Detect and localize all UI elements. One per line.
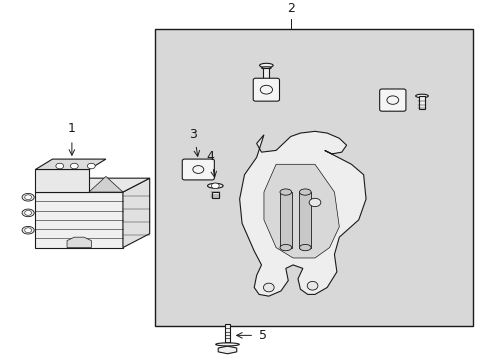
Bar	[263, 68, 269, 79]
Circle shape	[192, 166, 203, 174]
Ellipse shape	[299, 189, 310, 195]
Circle shape	[56, 163, 63, 169]
Ellipse shape	[259, 63, 273, 67]
Circle shape	[70, 163, 78, 169]
Ellipse shape	[261, 67, 271, 69]
Bar	[154, 29, 472, 326]
Ellipse shape	[22, 193, 34, 201]
Circle shape	[25, 228, 31, 233]
Ellipse shape	[306, 282, 317, 290]
Polygon shape	[35, 170, 89, 192]
Bar	[280, 192, 291, 248]
Polygon shape	[122, 178, 149, 248]
Text: 2: 2	[287, 2, 295, 15]
Polygon shape	[218, 346, 236, 354]
Ellipse shape	[207, 183, 223, 188]
Circle shape	[87, 163, 95, 169]
Circle shape	[25, 211, 31, 215]
Text: 5: 5	[259, 329, 266, 342]
Polygon shape	[35, 178, 149, 192]
Text: 3: 3	[189, 128, 197, 141]
Polygon shape	[35, 159, 106, 170]
Ellipse shape	[22, 209, 34, 217]
Ellipse shape	[280, 189, 291, 195]
Ellipse shape	[415, 94, 427, 98]
Bar	[418, 96, 424, 109]
Ellipse shape	[215, 343, 239, 346]
Circle shape	[308, 198, 320, 207]
FancyBboxPatch shape	[379, 89, 405, 111]
Text: 1: 1	[68, 122, 76, 135]
Polygon shape	[35, 192, 122, 248]
Circle shape	[211, 183, 219, 189]
Ellipse shape	[280, 244, 291, 251]
Polygon shape	[239, 131, 366, 296]
FancyBboxPatch shape	[182, 159, 214, 180]
Circle shape	[25, 195, 31, 200]
Polygon shape	[89, 176, 122, 192]
Bar	[299, 192, 310, 248]
Bar	[211, 192, 218, 198]
Ellipse shape	[263, 283, 274, 292]
Circle shape	[386, 96, 398, 104]
Polygon shape	[264, 164, 339, 258]
Ellipse shape	[299, 244, 310, 251]
Ellipse shape	[22, 226, 34, 234]
FancyBboxPatch shape	[253, 78, 279, 101]
Text: 4: 4	[206, 150, 214, 163]
Bar	[224, 324, 230, 343]
Circle shape	[260, 85, 272, 94]
Polygon shape	[67, 237, 91, 248]
